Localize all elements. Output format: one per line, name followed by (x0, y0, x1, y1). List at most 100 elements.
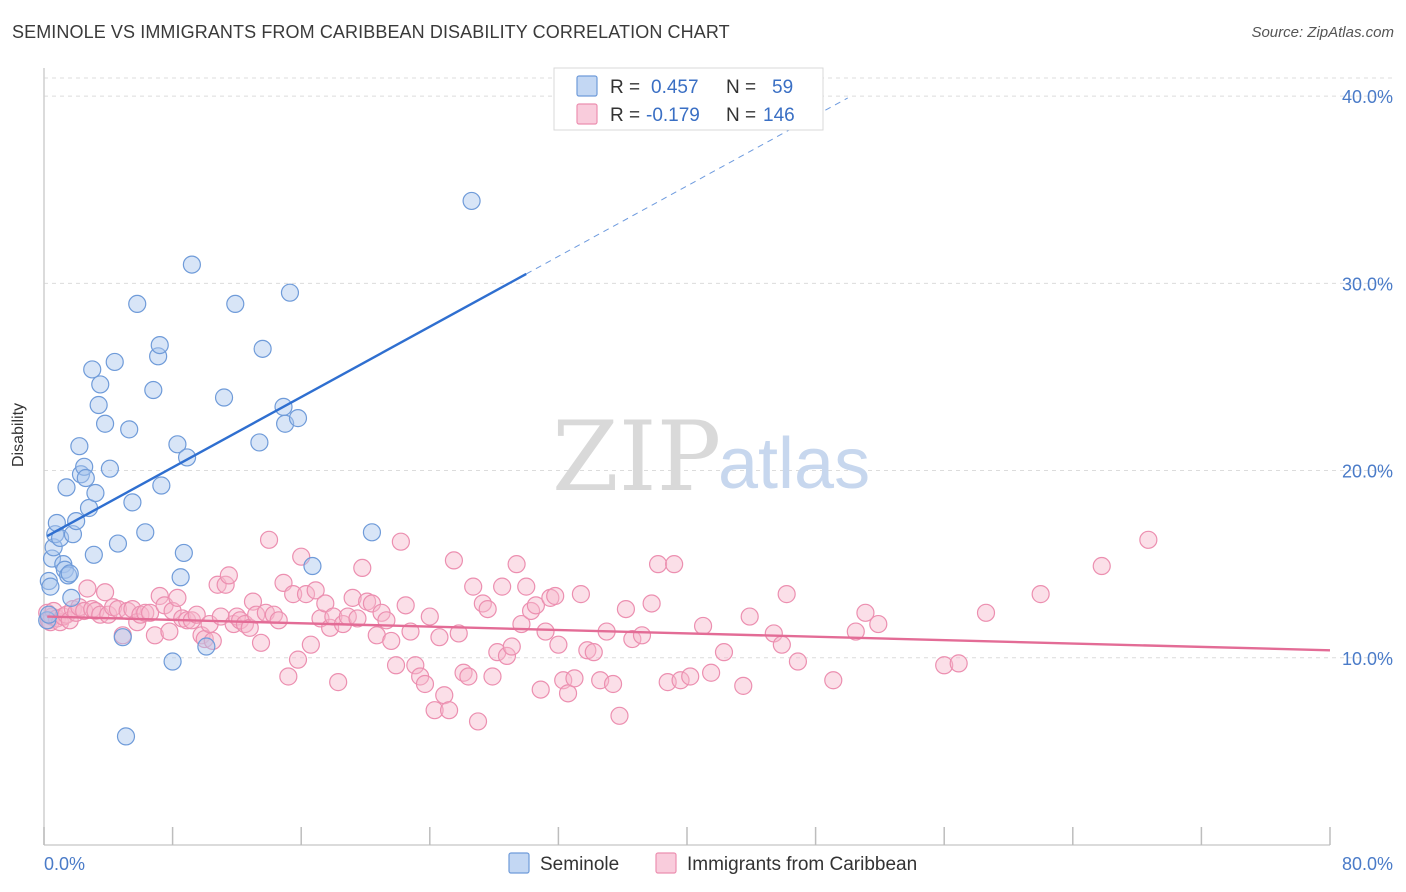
caribbean-point-83 (386, 656, 406, 675)
seminole-point-1 (41, 577, 60, 596)
x-tick-label-max: 80.0% (1342, 854, 1393, 874)
seminole-point-3 (44, 538, 63, 557)
caribbean-point-105 (493, 577, 512, 596)
caribbean-point-28 (140, 603, 160, 622)
caribbean-point-130 (632, 626, 652, 645)
caribbean-point-64 (296, 585, 316, 604)
caribbean-point-144 (777, 585, 796, 604)
caribbean-point-140 (734, 676, 753, 695)
stats-legend-box (553, 67, 824, 131)
watermark: ZIP atlas (552, 401, 870, 513)
series-legend: Seminole Immigrants from Caribbean (508, 852, 917, 875)
seminole-point-40 (168, 435, 187, 454)
seminole-point-11 (60, 564, 79, 583)
caribbean-point-56 (259, 530, 279, 549)
legend-swatch-seminole (576, 75, 598, 97)
y-tick-label-3: 40.0% (1342, 87, 1393, 107)
seminole-point-32 (123, 493, 142, 512)
seminole-point-58 (39, 605, 58, 624)
caribbean-point-108 (507, 555, 526, 574)
caribbean-point-137 (693, 616, 713, 636)
caribbean-point-134 (665, 555, 684, 574)
caribbean-point-107 (502, 637, 521, 656)
watermark-zip: ZIP (552, 401, 721, 513)
seminole-point-52 (280, 283, 300, 302)
caribbean-point-75 (348, 609, 367, 628)
seminole-point-38 (152, 476, 171, 495)
seminole-point-48 (250, 433, 269, 452)
caribbean-point-51 (240, 618, 259, 637)
seminole-point-53 (288, 409, 308, 428)
caribbean-point-152 (976, 603, 996, 622)
seminole-point-24 (91, 375, 110, 394)
caribbean-point-54 (251, 633, 271, 652)
caribbean-point-116 (546, 586, 565, 606)
seminole-point-54 (303, 556, 322, 576)
seminole-point-44 (182, 255, 201, 274)
caribbean-point-148 (856, 603, 875, 622)
seminole-point-56 (462, 191, 481, 211)
seminole-point-15 (70, 437, 89, 456)
caribbean-point-110 (517, 577, 536, 596)
chart-title: SEMINOLE VS IMMIGRANTS FROM CARIBBEAN DI… (12, 22, 730, 42)
caribbean-point-119 (558, 684, 578, 703)
legend-swatch-caribbean (576, 103, 598, 125)
caribbean-point-94 (439, 701, 459, 720)
caribbean-point-100 (468, 712, 488, 731)
legend-r-label-caribbean: R = (610, 105, 640, 126)
y-tick-label-1: 20.0% (1342, 462, 1393, 482)
caribbean-point-153 (1031, 585, 1050, 604)
caribbean-point-98 (459, 667, 478, 686)
caribbean-point-89 (415, 674, 435, 694)
caribbean-point-60 (279, 667, 298, 686)
seminole-point-35 (144, 380, 163, 400)
seminole-point-47 (226, 294, 245, 314)
caribbean-point-95 (444, 551, 464, 570)
caribbean-point-135 (671, 671, 690, 690)
stats-legend: R = 0.457 N = 59 R = -0.179 N = 146 (553, 67, 824, 131)
y-tick-label-0: 10.0% (1342, 649, 1393, 669)
caribbean-point-121 (571, 585, 591, 604)
seminole-point-49 (253, 339, 272, 358)
seminole-point-39 (163, 652, 182, 671)
trend-line-caribbean (47, 615, 1331, 652)
seminole-point-23 (89, 395, 108, 415)
caribbean-point-87 (406, 656, 425, 675)
caribbean-point-114 (536, 622, 555, 641)
y-tick-labels: 10.0% 20.0% 30.0% 40.0% (1342, 87, 1393, 669)
caribbean-point-76 (353, 558, 372, 578)
seminole-point-33 (128, 294, 147, 314)
seminole-point-18 (76, 468, 95, 488)
seminole-point-30 (116, 727, 136, 746)
caribbean-point-112 (526, 596, 545, 615)
caribbean-point-122 (578, 641, 597, 660)
caribbean-point-32 (160, 622, 179, 641)
seminole-point-46 (214, 388, 234, 407)
caribbean-point-58 (269, 611, 288, 630)
seminole-point-55 (362, 523, 382, 542)
caribbean-point-18 (95, 583, 115, 602)
caribbean-point-91 (425, 701, 444, 720)
seminole-point-42 (174, 543, 193, 563)
legend-r-value-caribbean: -0.179 (646, 105, 700, 126)
seminole-point-9 (57, 478, 76, 497)
caribbean-point-128 (616, 599, 636, 619)
bottom-legend-swatch-caribbean (655, 852, 677, 874)
caribbean-point-29 (145, 626, 165, 645)
caribbean-point-82 (382, 631, 401, 651)
seminole-point-21 (84, 545, 103, 564)
trend-line-seminole (46, 272, 527, 538)
seminole-point-28 (108, 534, 128, 553)
x-tick-labels: 0.0% 80.0% (44, 854, 1393, 874)
caribbean-point-30 (150, 586, 169, 606)
seminole-point-25 (95, 414, 115, 433)
caribbean-point-68 (316, 594, 335, 613)
caribbean-point-96 (449, 624, 468, 643)
axes (43, 68, 1331, 846)
bottom-legend-label-caribbean: Immigrants from Caribbean (687, 854, 917, 875)
caribbean-point-145 (788, 652, 808, 671)
bottom-legend-swatch-seminole (508, 852, 530, 874)
caribbean-point-141 (740, 607, 759, 626)
legend-r-label-seminole: R = (610, 77, 640, 98)
